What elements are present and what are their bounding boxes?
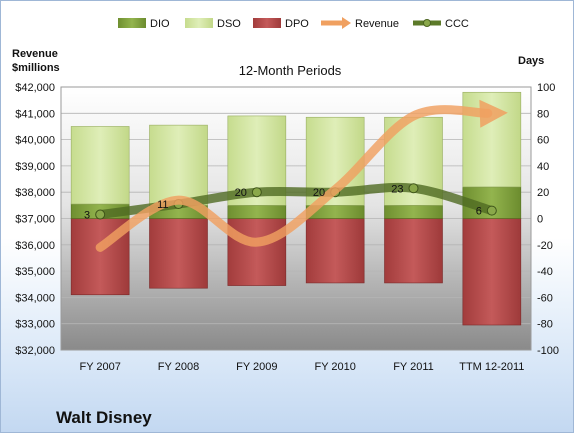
left-tick-label: $35,000 [15,266,55,278]
legend-item-revenue: Revenue [321,17,399,30]
bar-dio [384,205,443,219]
ccc-labels: 3 11 20 20 23 6 [84,183,482,221]
point-ccc [408,183,419,194]
left-axis-label-line2: $millions [12,62,60,74]
right-tick-label: 40 [537,161,549,173]
left-axis-label-line1: Revenue [12,48,58,60]
data-label-ccc: 20 [313,187,325,199]
left-tick-label: $42,000 [15,82,55,94]
revenue-arrowhead [479,99,508,128]
line-revenue [95,105,493,252]
left-tick-label: $33,000 [15,319,55,331]
legend-label-dpo: DPO [285,18,309,30]
right-tick-label: -80 [537,319,553,331]
legend-item-ccc: CCC [413,18,469,30]
plot-border [60,86,532,351]
bar-dpo [149,218,208,289]
legend: DIO DSO DPO Revenue CCC [118,17,469,30]
category-label: FY 2009 [236,361,277,373]
category-label: FY 2007 [79,361,120,373]
right-tick-label: 100 [537,82,555,94]
bar-dio [227,205,287,219]
bar-dpo [227,218,287,286]
right-axis-ticks: -100 -80 -60 -40 -20 0 20 40 60 80 100 [537,82,559,357]
category-label: FY 2010 [314,361,355,373]
bar-dpo [305,218,365,284]
category-labels: FY 2007 FY 2008 FY 2009 FY 2010 FY 2011 TTM 1… [79,361,524,373]
right-tick-label: -60 [537,292,553,304]
right-tick-label: 80 [537,108,549,120]
data-label-ccc: 3 [84,210,90,222]
chart-subtitle: 12-Month Periods [239,63,342,78]
legend-label-revenue: Revenue [355,18,399,30]
data-label-ccc: 6 [476,206,482,218]
left-tick-label: $36,000 [15,240,55,252]
data-label-ccc: 23 [391,183,403,195]
legend-label-dio: DIO [150,18,170,30]
point-ccc [251,187,262,198]
right-tick-label: 20 [537,187,549,199]
right-tick-label: 0 [537,214,543,226]
legend-swatch-dpo [253,18,281,28]
legend-label-dso: DSO [217,18,241,30]
left-tick-label: $37,000 [15,214,55,226]
right-tick-label: -40 [537,266,553,278]
point-ccc [95,209,106,220]
category-label: FY 2008 [158,361,199,373]
data-label-ccc: 11 [157,199,168,211]
bar-dpo [462,218,522,326]
bar-dso [149,124,208,206]
left-tick-label: $40,000 [15,135,55,147]
data-label-ccc: 20 [235,187,247,199]
right-axis-label: Days [518,55,544,67]
legend-item-dso: DSO [185,18,241,30]
left-tick-label: $38,000 [15,187,55,199]
left-axis-ticks: $32,000 $33,000 $34,000 $35,000 $36,000 $37,0… [15,82,55,357]
left-tick-label: $34,000 [15,292,55,304]
bar-dpo [384,218,443,284]
right-tick-label: 60 [537,135,549,147]
right-tick-label: -100 [537,345,559,357]
legend-swatch-dio [118,18,146,28]
legend-item-dio: DIO [118,18,170,30]
category-label: TTM 12-2011 [459,361,524,373]
left-tick-label: $39,000 [15,161,55,173]
left-tick-label: $32,000 [15,345,55,357]
bar-dso [70,126,130,205]
legend-marker-ccc [423,19,431,27]
company-name: Walt Disney [56,408,152,427]
point-ccc [486,205,497,216]
lines [95,99,508,252]
left-tick-label: $41,000 [15,108,55,120]
legend-item-dpo: DPO [253,18,309,30]
legend-arrow-icon [342,17,351,29]
legend-swatch-dso [185,18,213,28]
right-tick-label: -20 [537,240,553,252]
legend-label-ccc: CCC [445,18,469,30]
bars [70,91,522,326]
category-label: FY 2011 [393,361,434,373]
